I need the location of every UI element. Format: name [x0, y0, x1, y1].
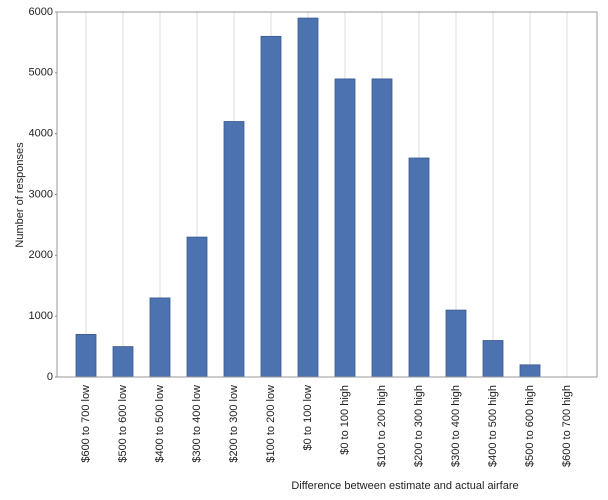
bar: [112, 346, 134, 378]
y-tick-label: 0: [47, 371, 53, 383]
y-tick-label: 1000: [29, 310, 53, 322]
bar: [408, 157, 430, 378]
y-tick-label: 3000: [29, 188, 53, 200]
x-axis-label: Difference between estimate and actual a…: [291, 480, 518, 492]
y-tick-label: 2000: [29, 249, 53, 261]
x-tick-label: $100 to 200 high: [376, 385, 388, 467]
x-tick-label: $200 to 300 low: [228, 385, 240, 463]
bar: [371, 78, 393, 378]
x-tick-label: $600 to 700 high: [561, 385, 573, 467]
bar: [334, 78, 356, 378]
x-tick-label: $200 to 300 high: [413, 385, 425, 467]
x-tick-label: $100 to 200 low: [265, 385, 277, 463]
y-tick-label: 5000: [29, 67, 53, 79]
bar: [260, 35, 282, 378]
x-tick-label: $300 to 400 low: [191, 385, 203, 463]
y-tick-label: 6000: [29, 6, 53, 18]
x-tick-label: $0 to 100 high: [339, 385, 351, 455]
x-tick-label: $500 to 600 high: [524, 385, 536, 467]
x-tick-label: $400 to 500 high: [487, 385, 499, 467]
x-tick-label: $300 to 400 high: [450, 385, 462, 467]
bar: [297, 17, 319, 378]
x-tick-label: $0 to 100 low: [302, 385, 314, 450]
bar: [75, 334, 97, 378]
x-tick-label: $600 to 700 low: [80, 385, 92, 463]
bar: [223, 121, 245, 378]
bar: [186, 236, 208, 378]
x-tick-label: $500 to 600 low: [117, 385, 129, 463]
x-tick-label: $400 to 500 low: [154, 385, 166, 463]
plot-frame: [56, 11, 598, 378]
bar: [445, 309, 467, 378]
y-axis-label: Number of responses: [14, 142, 26, 248]
bar: [482, 340, 504, 378]
bar: [149, 297, 171, 378]
bar: [519, 364, 541, 378]
y-tick-label: 4000: [29, 128, 53, 140]
